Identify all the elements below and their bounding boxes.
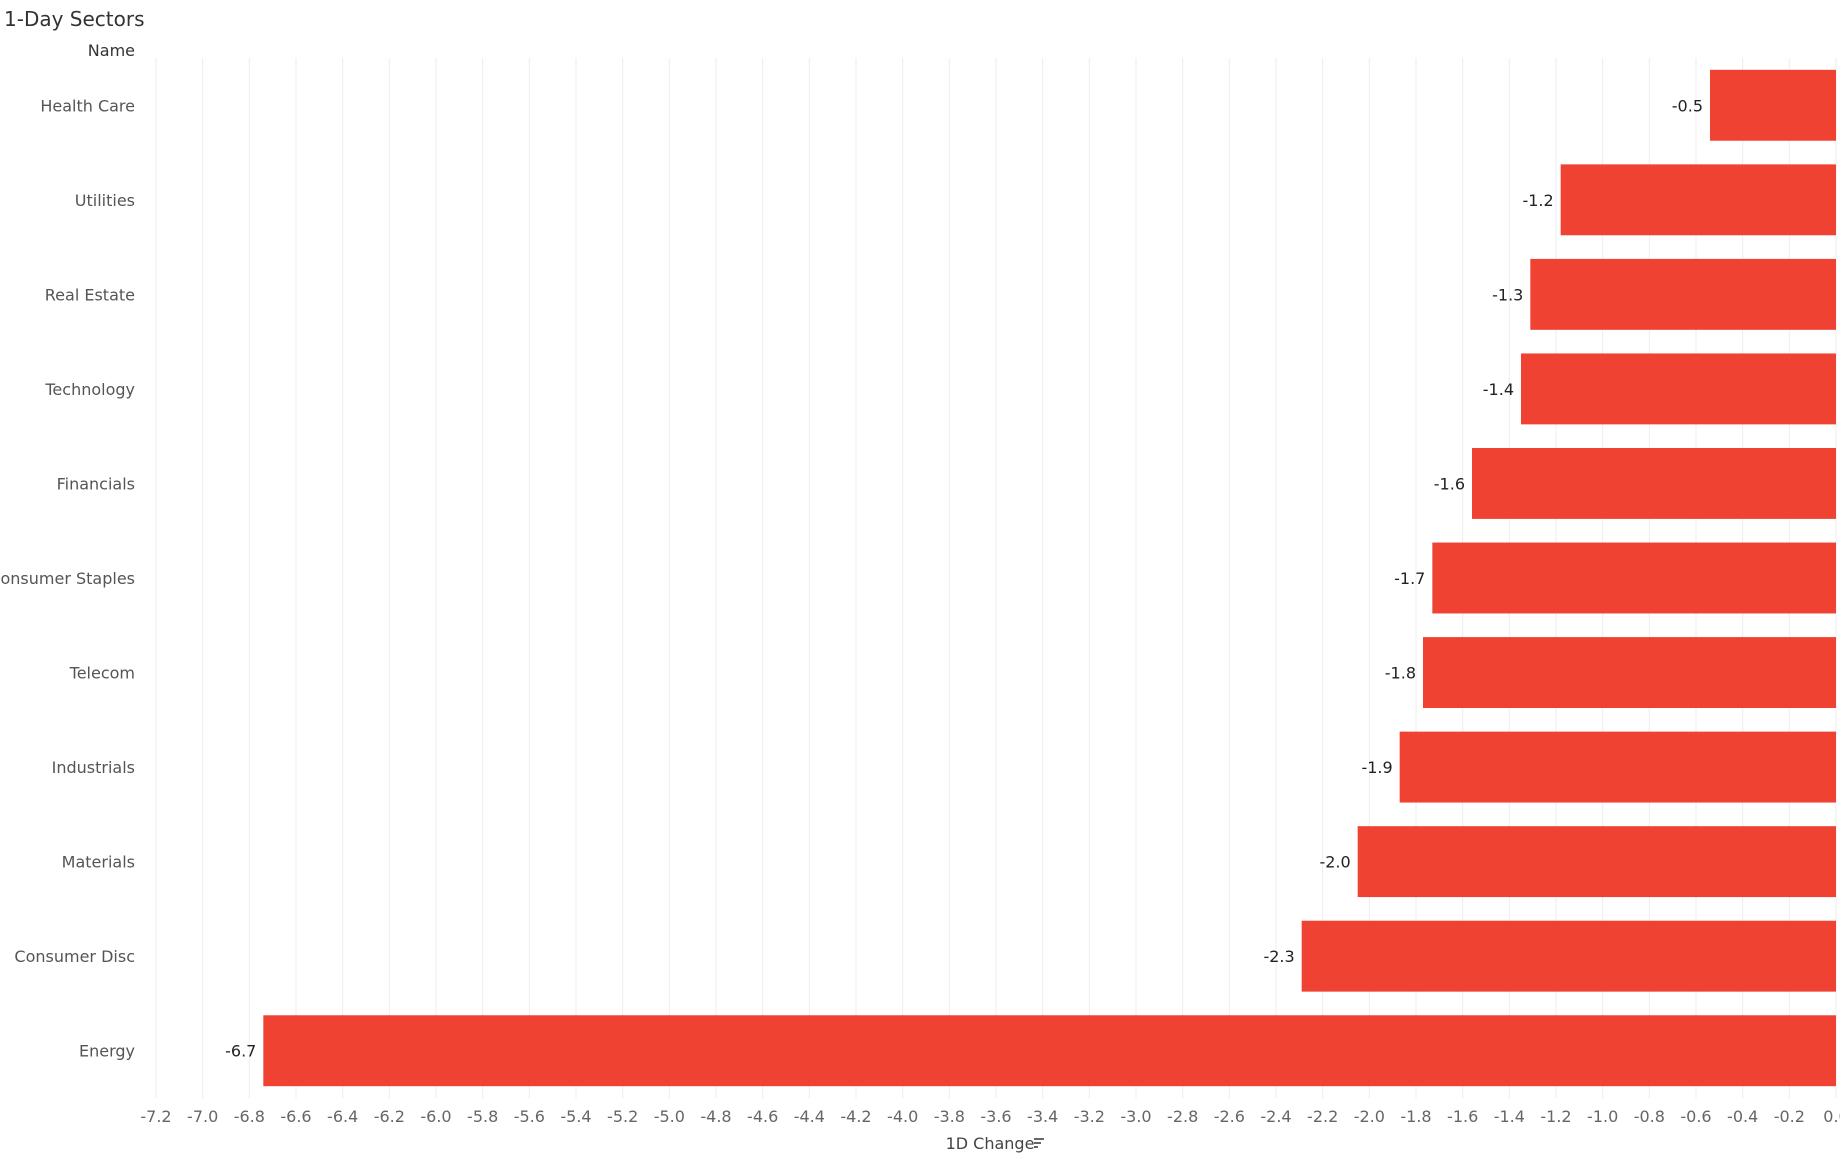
bar-data-label: -1.4	[1483, 380, 1514, 399]
x-tick-label: -1.8	[1400, 1107, 1431, 1126]
category-label: Industrials	[52, 758, 135, 777]
x-tick-label: 0.0	[1823, 1107, 1840, 1126]
x-tick-label: -4.8	[700, 1107, 731, 1126]
category-label: Materials	[62, 853, 135, 872]
category-labels: Health Care Utilities Real Estate Technolog…	[0, 96, 135, 1060]
category-label: Telecom	[69, 664, 135, 683]
bar[interactable]	[1301, 920, 1836, 992]
x-tick-label: -1.6	[1447, 1107, 1478, 1126]
x-tick-label: -0.4	[1727, 1107, 1758, 1126]
bar-data-label: -2.3	[1263, 947, 1294, 966]
x-tick-label: -0.8	[1634, 1107, 1665, 1126]
bars	[263, 69, 1836, 1087]
bar-data-label: -0.5	[1672, 96, 1703, 115]
x-axis-title-group[interactable]: 1D Change	[946, 1134, 1044, 1153]
bar-data-label: -1.2	[1522, 191, 1553, 210]
category-label: Technology	[44, 380, 135, 399]
x-tick-label: -6.0	[420, 1107, 451, 1126]
x-tick-label: -3.6	[980, 1107, 1011, 1126]
bar[interactable]	[1357, 826, 1836, 898]
bar-data-label: -1.7	[1394, 569, 1425, 588]
bar-data-label: -6.7	[225, 1042, 256, 1061]
x-tick-label: -3.8	[934, 1107, 965, 1126]
x-tick-label: -6.4	[327, 1107, 358, 1126]
category-label: Financials	[57, 474, 135, 493]
bar[interactable]	[263, 1015, 1836, 1087]
x-tick-label: -6.8	[234, 1107, 265, 1126]
bar[interactable]	[1399, 731, 1836, 803]
category-label: Consumer Staples	[0, 569, 135, 588]
x-tick-label: -4.0	[887, 1107, 918, 1126]
x-tick-label: -0.2	[1774, 1107, 1805, 1126]
x-tick-label: -1.4	[1494, 1107, 1525, 1126]
x-tick-label: -3.4	[1027, 1107, 1058, 1126]
bar[interactable]	[1521, 353, 1836, 425]
bar[interactable]	[1560, 164, 1836, 236]
x-tick-label: -7.0	[187, 1107, 218, 1126]
x-tick-label: -3.0	[1120, 1107, 1151, 1126]
x-tick-label: -0.6	[1680, 1107, 1711, 1126]
x-tick-label: -5.6	[514, 1107, 545, 1126]
category-column-header: Name	[88, 41, 135, 60]
x-tick-label: -2.0	[1354, 1107, 1385, 1126]
x-tick-label: -4.6	[747, 1107, 778, 1126]
bar-data-label: -2.0	[1319, 853, 1350, 872]
x-axis-title[interactable]: 1D Change	[946, 1134, 1035, 1153]
x-tick-label: -5.2	[607, 1107, 638, 1126]
category-label: Energy	[79, 1042, 135, 1061]
bar[interactable]	[1423, 637, 1836, 708]
x-tick-label: -7.2	[140, 1107, 171, 1126]
x-tick-label: -6.6	[280, 1107, 311, 1126]
bar-data-label: -1.3	[1492, 285, 1523, 304]
category-label: Real Estate	[45, 285, 135, 304]
x-tick-label: -5.4	[560, 1107, 591, 1126]
x-tick-label: -2.8	[1167, 1107, 1198, 1126]
bar-data-label: -1.6	[1434, 474, 1465, 493]
x-tick-label: -6.2	[374, 1107, 405, 1126]
bar-data-label: -1.8	[1385, 664, 1416, 683]
x-tick-label: -1.2	[1540, 1107, 1571, 1126]
x-tick-label: -5.8	[467, 1107, 498, 1126]
x-axis-ticks: -7.2 -7.0 -6.8 -6.6 -6.4 -6.2 -6.0 -5.8 -5.6 -5.4…	[140, 1107, 1840, 1126]
category-label: Consumer Disc	[14, 947, 135, 966]
x-tick-label: -2.4	[1260, 1107, 1291, 1126]
x-tick-label: -3.2	[1074, 1107, 1105, 1126]
category-label: Health Care	[40, 96, 135, 115]
chart-title: 1-Day Sectors	[4, 7, 145, 31]
category-label: Utilities	[75, 191, 135, 210]
x-tick-label: -2.6	[1214, 1107, 1245, 1126]
sort-descending-icon[interactable]	[1034, 1138, 1044, 1148]
bar[interactable]	[1530, 258, 1836, 330]
bar[interactable]	[1472, 448, 1836, 519]
data-labels: -0.5 -1.2 -1.3 -1.4 -1.6 -1.7 -1.8 -1.9 -2.0 -2.3…	[225, 96, 1703, 1060]
x-tick-label: -5.0	[654, 1107, 685, 1126]
bar[interactable]	[1432, 542, 1836, 614]
x-tick-label: -2.2	[1307, 1107, 1338, 1126]
bar-data-label: -1.9	[1361, 758, 1392, 777]
bar[interactable]	[1710, 69, 1836, 141]
x-tick-label: -1.0	[1587, 1107, 1618, 1126]
x-tick-label: -4.4	[794, 1107, 825, 1126]
x-tick-label: -4.2	[840, 1107, 871, 1126]
